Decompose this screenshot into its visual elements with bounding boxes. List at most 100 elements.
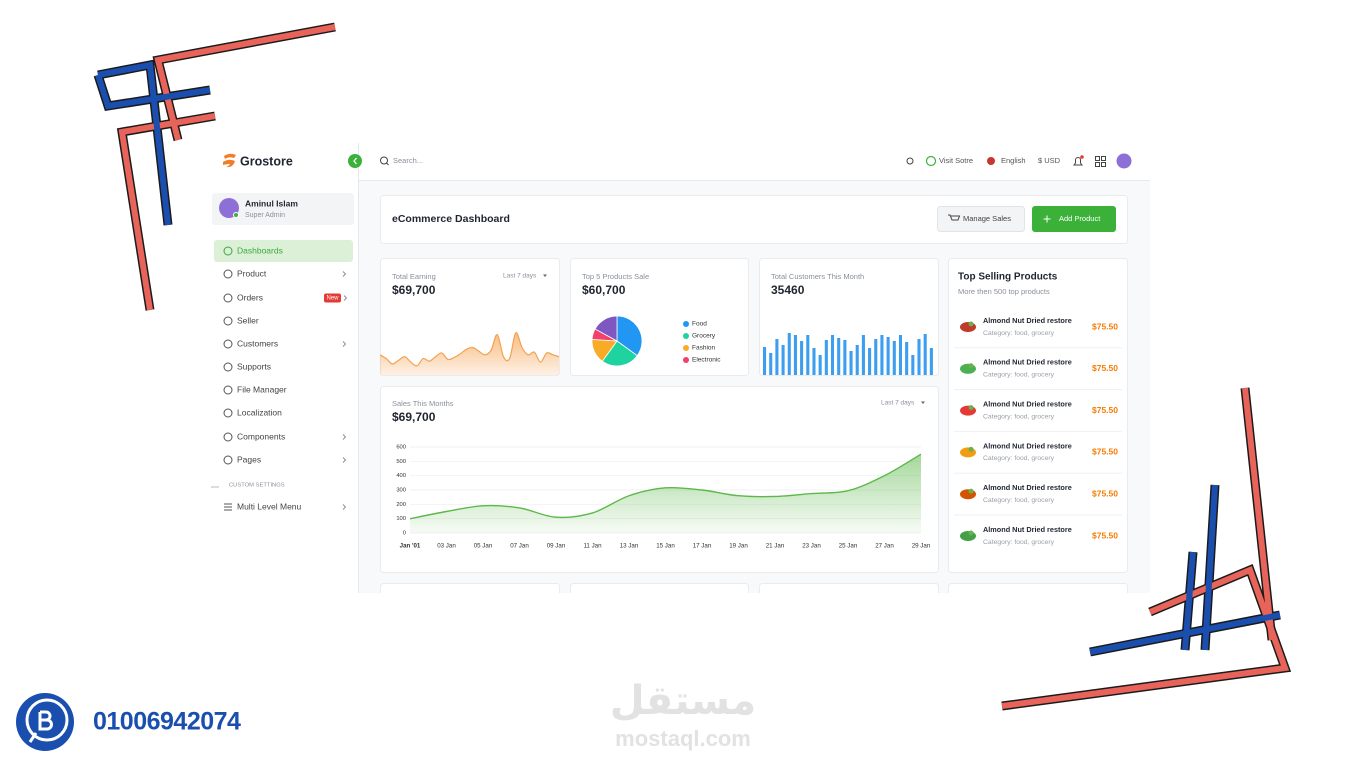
user-name: Aminul Islam xyxy=(245,198,298,208)
bell-icon[interactable] xyxy=(1073,157,1083,166)
bar xyxy=(861,335,865,375)
product-icon-leaf xyxy=(968,363,974,369)
contact-logo-b xyxy=(28,710,53,743)
nav-item[interactable]: Supports xyxy=(237,361,271,371)
visit-store[interactable]: Visit Sotre xyxy=(939,156,973,165)
bar xyxy=(911,355,915,375)
search-input[interactable]: Search... xyxy=(393,156,423,165)
legend-label: Food xyxy=(692,321,707,328)
nav-item[interactable]: Localization xyxy=(237,407,282,417)
card-title: Sales This Months xyxy=(392,399,454,408)
nav-item[interactable]: Components xyxy=(237,431,285,441)
legend-label: Grocery xyxy=(692,333,716,340)
currency[interactable]: $ USD xyxy=(1038,156,1061,165)
product-icon xyxy=(960,405,976,416)
add-product-button[interactable] xyxy=(1032,206,1116,232)
legend-dot xyxy=(683,321,689,327)
nav-item[interactable]: Product xyxy=(237,268,267,278)
card-value: $60,700 xyxy=(582,283,626,297)
area-line xyxy=(379,332,560,367)
product-category: Category: food, grocery xyxy=(983,455,1055,462)
card-subtitle: More then 500 top products xyxy=(958,287,1050,296)
product-category: Category: food, grocery xyxy=(983,413,1055,420)
nav-item[interactable]: Seller xyxy=(237,315,259,325)
product-price: $75.50 xyxy=(1092,447,1118,457)
dashboard: Grostore Aminul Islam Super Admin Search… xyxy=(210,143,1150,593)
product-icon-leaf xyxy=(968,488,974,494)
y-tick-label: 200 xyxy=(396,502,406,508)
bar xyxy=(849,351,853,375)
theme-icon[interactable] xyxy=(906,157,914,165)
chevron xyxy=(342,457,347,463)
card-title: Top Selling Products xyxy=(958,272,1058,283)
product-name: Almond Nut Dried restore xyxy=(983,483,1072,492)
language[interactable]: English xyxy=(1001,156,1026,165)
cart-icon xyxy=(948,214,961,221)
x-tick-label: 11 Jan xyxy=(583,543,602,550)
bar xyxy=(923,334,927,375)
top-avatar[interactable] xyxy=(1116,153,1132,169)
product-icon-leaf xyxy=(968,446,974,452)
bar xyxy=(886,337,890,375)
nav-item[interactable]: Dashboards xyxy=(237,245,283,255)
product-icon-leaf xyxy=(968,405,974,411)
chevron xyxy=(342,341,347,347)
product-icon xyxy=(960,363,976,374)
bar xyxy=(830,335,835,375)
legend-label: Electronic xyxy=(692,357,721,364)
nav-icon xyxy=(223,269,233,279)
nav-item[interactable]: File Manager xyxy=(237,384,287,394)
product-price: $75.50 xyxy=(1092,405,1118,415)
manage-sales-button[interactable] xyxy=(937,206,1025,232)
decoration-top-left xyxy=(93,22,336,311)
x-tick-label: 07 Jan xyxy=(510,543,529,550)
legend-dot xyxy=(683,357,689,363)
y-tick-label: 100 xyxy=(396,516,406,522)
x-tick-label: 25 Jan xyxy=(839,543,858,550)
watermark-arabic: مستقل xyxy=(610,678,756,724)
contact-logo xyxy=(16,693,74,751)
next-card xyxy=(759,583,939,593)
card-title: Total Earning xyxy=(392,272,436,281)
bar xyxy=(818,355,822,375)
nav-item[interactable]: Multi Level Menu xyxy=(237,501,302,511)
product-price: $75.50 xyxy=(1092,530,1118,540)
nav-item[interactable]: Orders xyxy=(237,292,263,302)
nav-item[interactable]: Customers xyxy=(237,338,278,348)
x-tick-label: 29 Jan xyxy=(912,543,931,550)
bar xyxy=(837,338,841,375)
badge-text: New xyxy=(326,296,339,302)
product-icon xyxy=(960,322,976,332)
apps-icon[interactable] xyxy=(1095,156,1106,167)
bar xyxy=(787,333,791,375)
phone: 01006942074 xyxy=(93,708,241,736)
product-icon-leaf xyxy=(968,321,974,327)
x-tick-label: 27 Jan xyxy=(875,543,894,550)
period-select[interactable]: Last 7 days xyxy=(881,400,915,407)
x-tick-label: 05 Jan xyxy=(474,543,493,550)
nav-icon xyxy=(223,408,233,418)
pie-slice xyxy=(594,315,618,342)
page-title: eCommerce Dashboard xyxy=(392,213,510,225)
sidebar-toggle[interactable] xyxy=(348,154,362,168)
nav-item[interactable]: Pages xyxy=(237,454,261,464)
globe-icon xyxy=(925,155,937,167)
bar xyxy=(917,339,921,375)
card-value: 35460 xyxy=(771,283,805,297)
flag-icon xyxy=(987,157,995,165)
y-tick-label: 0 xyxy=(403,531,406,537)
bar xyxy=(898,335,903,375)
bar xyxy=(929,348,933,375)
period-select[interactable]: Last 7 days xyxy=(503,273,537,280)
chevron xyxy=(342,271,347,277)
bar xyxy=(781,345,785,375)
bar xyxy=(806,335,810,375)
contact-logo-ring xyxy=(25,698,69,742)
bar xyxy=(880,335,884,375)
next-card xyxy=(570,583,749,593)
y-tick-label: 300 xyxy=(396,488,406,494)
brand: Grostore xyxy=(240,154,293,168)
product-price: $75.50 xyxy=(1092,321,1118,331)
card-title: Top 5 Products Sale xyxy=(582,272,649,281)
